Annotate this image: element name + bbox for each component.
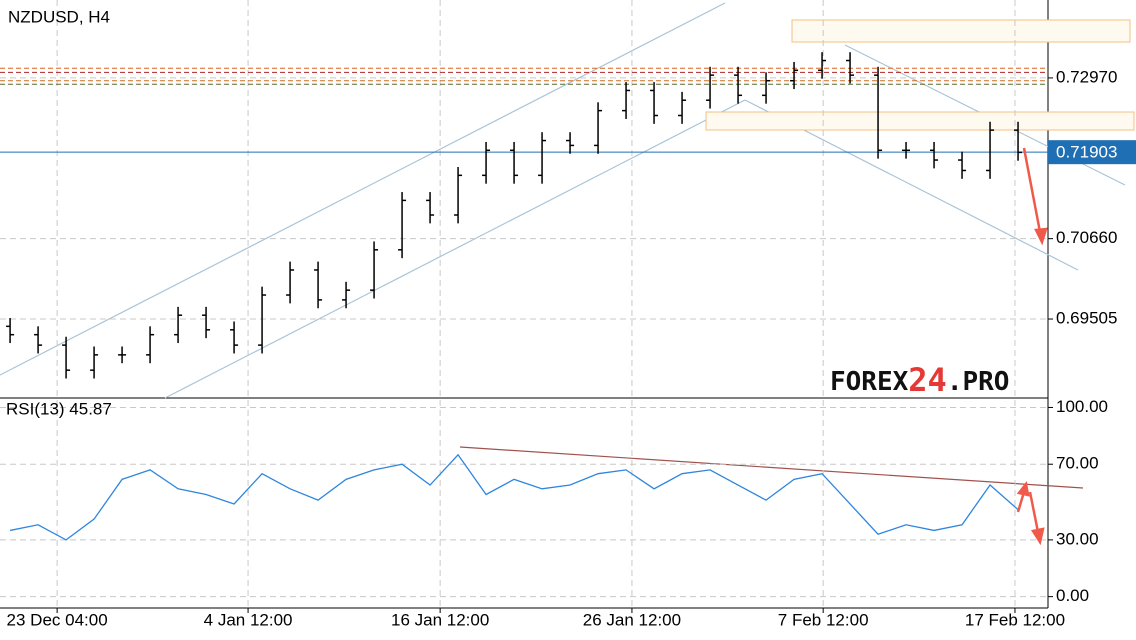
forecast-arrows: [1016, 147, 1048, 546]
y-tick-label: 0.72970: [1056, 67, 1117, 86]
zone-box: [791, 19, 1131, 43]
rsi-trend-line: [459, 446, 1084, 489]
watermark-part: FOREX: [830, 367, 909, 397]
x-tick-label: 23 Dec 04:00: [7, 610, 108, 629]
indicator-title: RSI(13) 45.87: [6, 399, 112, 418]
y-tick-label: 0.00: [1056, 586, 1089, 605]
x-tick-label: 16 Jan 12:00: [391, 610, 489, 629]
watermark-part: .PRO: [947, 367, 1010, 397]
arrow-head: [1016, 481, 1030, 497]
watermark: FOREX24.PRO: [830, 361, 1009, 399]
y-tick-label: 30.00: [1056, 529, 1099, 548]
y-tick-label: 70.00: [1056, 454, 1099, 473]
y-tick-label: 100.00: [1056, 397, 1108, 416]
last-price-box: [1048, 140, 1136, 165]
arrow: [1022, 147, 1042, 233]
x-tick-label: 17 Feb 12:00: [965, 610, 1065, 629]
rsi-line: [9, 453, 1019, 541]
chart-title: NZDUSD, H4: [8, 7, 110, 26]
channel-line: [0, 2, 726, 376]
zone-box: [705, 111, 1135, 131]
last-price-label: 0.71903: [1056, 143, 1117, 162]
y-tick-label: 0.69505: [1056, 309, 1117, 328]
x-tick-label: 4 Jan 12:00: [204, 610, 293, 629]
arrow-head: [1034, 227, 1048, 246]
x-tick-label: 7 Feb 12:00: [778, 610, 869, 629]
watermark-part: 24: [908, 361, 947, 399]
arrow: [1016, 491, 1026, 513]
y-tick-label: 0.70660: [1056, 228, 1117, 247]
x-tick-label: 26 Jan 12:00: [583, 610, 681, 629]
arrow-head: [1030, 527, 1045, 546]
arrow: [1028, 491, 1040, 533]
